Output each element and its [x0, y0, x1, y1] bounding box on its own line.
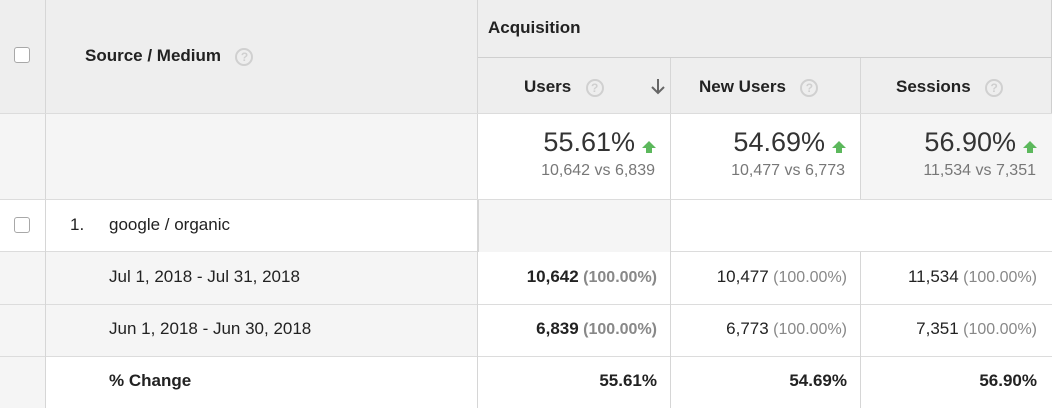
arrow-up-icon: [642, 140, 656, 153]
summary-users-compare: 10,642 vs 6,839: [541, 162, 655, 179]
summary-sessions-compare: 11,534 vs 7,351: [923, 162, 1036, 179]
summary-new-users-cell: [671, 114, 861, 200]
header-checkbox-cell: [0, 0, 46, 114]
sessions-value: 11,534: [907, 267, 959, 286]
sessions-change: 56.90%: [979, 371, 1037, 390]
summary-sessions-percent: 56.90%: [924, 127, 1016, 157]
select-all-checkbox[interactable]: [14, 47, 30, 63]
row-group-users-shade: [478, 200, 671, 252]
users-column-header[interactable]: Users ?: [478, 58, 671, 114]
help-icon[interactable]: ?: [800, 78, 819, 97]
arrow-up-icon: [1023, 140, 1037, 153]
date-range-label: Jul 1, 2018 - Jul 31, 2018: [109, 267, 300, 286]
new-users-value: 6,773: [726, 319, 769, 338]
summary-users-cell: [478, 114, 671, 200]
sessions-header-label: Sessions: [896, 77, 971, 96]
new-users-change: 54.69%: [789, 371, 847, 390]
column-divider: [45, 0, 46, 408]
users-value: 10,642: [526, 267, 579, 286]
row-index: 1.: [70, 215, 85, 234]
sort-descending-icon[interactable]: [650, 78, 666, 96]
help-icon[interactable]: ?: [585, 78, 604, 97]
date-range-label: Jun 1, 2018 - Jun 30, 2018: [109, 319, 312, 338]
new-users-column-header[interactable]: New Users ?: [671, 58, 861, 114]
users-percent: (100.00%): [583, 321, 657, 338]
sessions-percent: (100.00%): [963, 321, 1037, 338]
sessions-column-header[interactable]: Sessions ?: [861, 58, 1052, 114]
summary-new-users-percent: 54.69%: [733, 127, 825, 157]
column-divider: [860, 58, 861, 200]
users-header-label: Users: [524, 77, 572, 96]
help-icon[interactable]: ?: [985, 78, 1004, 97]
acquisition-group-header: Acquisition: [478, 0, 1052, 58]
row-checkbox[interactable]: [14, 217, 30, 233]
users-value: 6,839: [536, 319, 579, 338]
summary-sessions-cell: [861, 114, 1052, 200]
help-icon[interactable]: ?: [235, 47, 254, 66]
dimension-header-label: Source / Medium: [85, 46, 222, 65]
column-divider: [477, 0, 478, 408]
users-percent: (100.00%): [583, 269, 657, 286]
users-change: 55.61%: [599, 371, 657, 390]
summary-new-users-compare: 10,477 vs 6,773: [731, 162, 845, 179]
column-divider: [670, 58, 671, 408]
dimension-header[interactable]: Source / Medium ?: [46, 0, 478, 114]
row-divider: [0, 113, 1052, 114]
new-users-percent: (100.00%): [773, 321, 847, 338]
sessions-value: 7,351: [916, 319, 959, 338]
percent-change-label: % Change: [109, 371, 192, 390]
column-divider: [860, 252, 861, 408]
new-users-percent: (100.00%): [773, 269, 847, 286]
row-divider: [0, 199, 1052, 200]
new-users-value: 10,477: [716, 267, 769, 286]
arrow-up-icon: [832, 140, 846, 153]
acquisition-label: Acquisition: [488, 18, 581, 37]
source-medium-link[interactable]: google / organic: [109, 215, 230, 234]
new-users-header-label: New Users: [699, 77, 786, 96]
summary-users-percent: 55.61%: [543, 127, 635, 157]
sessions-percent: (100.00%): [963, 269, 1037, 286]
